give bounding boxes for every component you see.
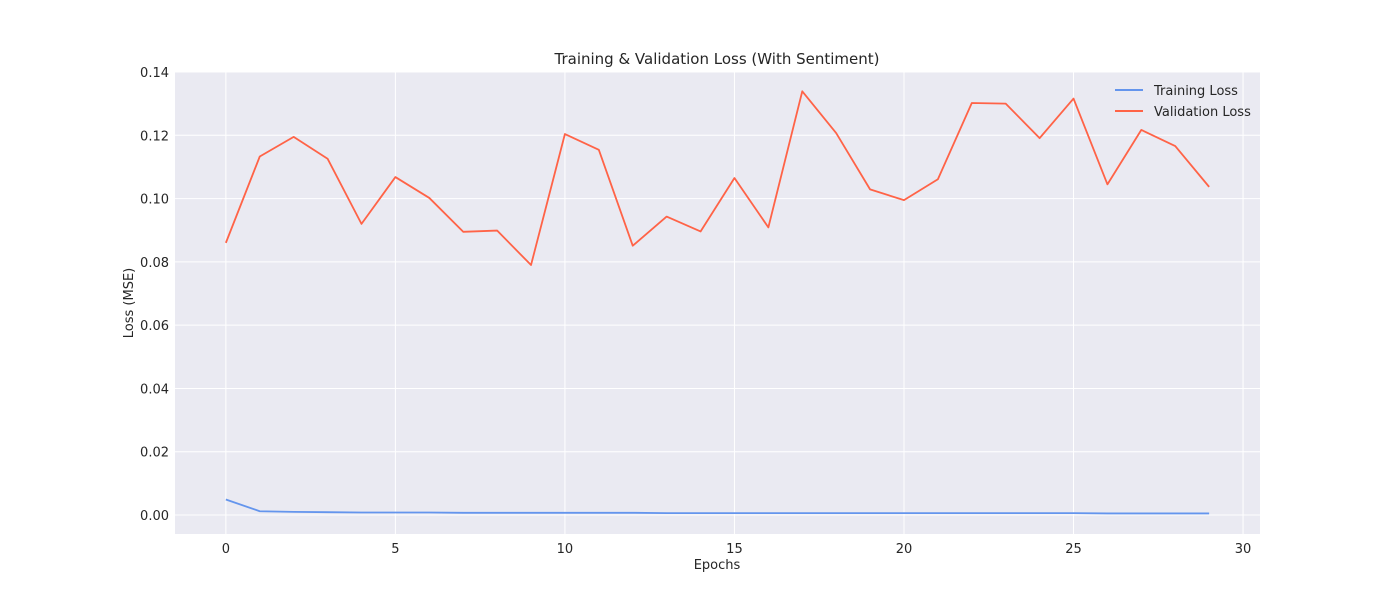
- y-tick-label: 0.06: [140, 319, 169, 334]
- x-axis-label: Epochs: [694, 558, 741, 573]
- y-tick-label: 0.04: [140, 382, 169, 397]
- y-tick-label: 0.14: [140, 66, 169, 81]
- series-layer: [225, 90, 1210, 515]
- x-tick-label: 15: [726, 542, 743, 557]
- y-tick-label: 0.12: [140, 129, 169, 144]
- y-axis-label: Loss (MSE): [122, 268, 137, 338]
- plot-background: [175, 72, 1260, 534]
- x-tick-labels: 0 5 10 15 20 25 30: [222, 542, 1252, 557]
- x-tick-label: 30: [1235, 542, 1252, 557]
- y-tick-label: 0.10: [140, 193, 169, 208]
- x-tick-label: 20: [896, 542, 913, 557]
- y-tick-labels: 0.00 0.02 0.04 0.06 0.08 0.10 0.12 0.14: [140, 66, 169, 524]
- chart-title: Training & Validation Loss (With Sentime…: [554, 50, 880, 68]
- x-tick-label: 25: [1065, 542, 1082, 557]
- y-tick-label: 0.00: [140, 509, 169, 524]
- grid-lines: [175, 71, 1260, 534]
- series-line-training-loss: [225, 498, 1210, 515]
- x-tick-label: 5: [391, 542, 399, 557]
- y-tick-label: 0.08: [140, 256, 169, 271]
- y-tick-label: 0.02: [140, 446, 169, 461]
- series-line-validation-loss: [225, 90, 1210, 266]
- legend: Training Loss Validation Loss: [1115, 84, 1251, 120]
- x-tick-label: 10: [557, 542, 574, 557]
- x-tick-label: 0: [222, 542, 230, 557]
- legend-entry-training-loss: Training Loss: [1153, 84, 1238, 99]
- legend-entry-validation-loss: Validation Loss: [1154, 105, 1251, 120]
